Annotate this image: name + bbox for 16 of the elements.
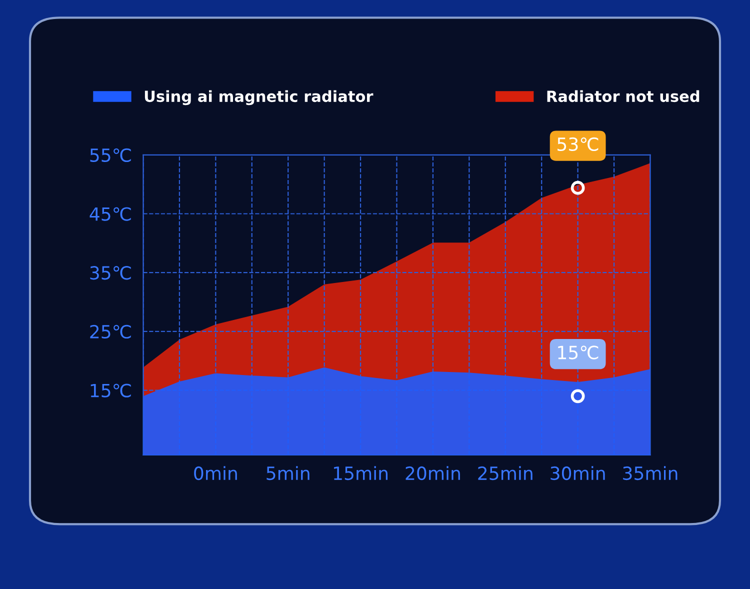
y-tick-label: 55℃ xyxy=(90,148,131,162)
annotation: 15℃ xyxy=(558,346,598,360)
x-tick-label: 30min xyxy=(550,466,605,480)
y-tick-label: 15℃ xyxy=(90,384,131,398)
y-tick-label: 45℃ xyxy=(90,207,131,221)
y-tick-label: 25℃ xyxy=(90,324,131,339)
x-tick-label: 35min xyxy=(623,466,678,480)
annotation: 53℃ xyxy=(558,137,598,152)
x-tick-label: 20min xyxy=(406,466,460,480)
y-tick-label: 35℃ xyxy=(90,266,131,280)
legend-label: Using ai magnetic radiator xyxy=(144,90,374,106)
x-tick-label: 15min xyxy=(334,466,388,480)
x-tick-label: 5min xyxy=(266,466,310,480)
legend-label: Radiator not used xyxy=(547,90,700,102)
x-tick-label: 25min xyxy=(478,466,532,480)
x-tick-label: 0min xyxy=(194,466,237,480)
